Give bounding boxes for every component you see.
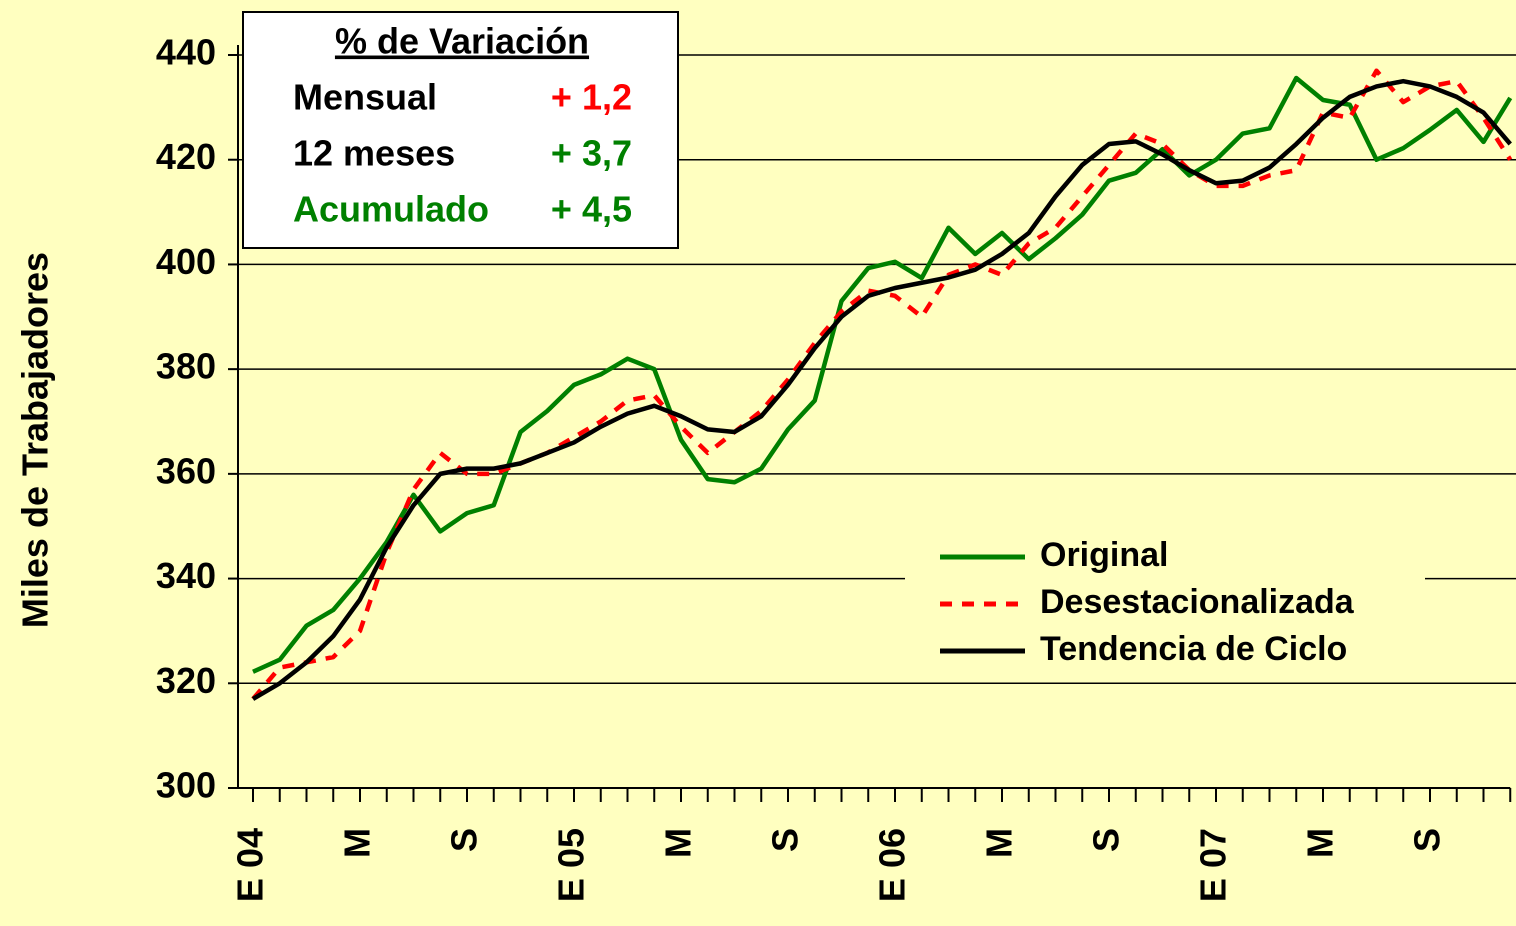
x-tick-label: M	[337, 828, 378, 858]
y-tick-label: 420	[156, 136, 216, 177]
series-line	[251, 78, 1512, 701]
variation-label: Acumulado	[293, 189, 489, 230]
series-line	[252, 75, 1513, 674]
y-tick-label: 340	[156, 555, 216, 596]
variation-title: % de Variación	[335, 21, 589, 62]
x-tick-label: M	[658, 828, 699, 858]
legend-label: Tendencia de Ciclo	[1040, 630, 1347, 668]
x-tick-label: M	[979, 828, 1020, 858]
x-tick-label: M	[1300, 828, 1341, 858]
variation-label: 12 meses	[293, 133, 455, 174]
variation-label: Mensual	[293, 77, 437, 118]
x-tick-label: S	[765, 828, 806, 852]
variation-value: + 4,5	[551, 189, 632, 230]
y-axis-label: Miles de Trabajadores	[15, 252, 56, 628]
y-tick-label: 300	[156, 765, 216, 806]
y-tick-label: 320	[156, 660, 216, 701]
x-tick-label: E 04	[230, 828, 271, 902]
variation-box	[242, 11, 679, 249]
y-tick-label: 360	[156, 450, 216, 491]
y-tick-label: 440	[156, 32, 216, 73]
x-tick-label: S	[1407, 828, 1448, 852]
x-tick-label: E 05	[551, 828, 592, 902]
variation-value: + 1,2	[551, 77, 632, 118]
y-tick-label: 400	[156, 241, 216, 282]
legend-label: Original	[1040, 536, 1168, 574]
x-tick-label: S	[1086, 828, 1127, 852]
x-tick-label: E 07	[1193, 828, 1234, 902]
legend-box	[905, 530, 1425, 660]
y-tick-label: 380	[156, 346, 216, 387]
legend-label: Desestacionalizada	[1040, 583, 1355, 621]
x-tick-label: E 06	[872, 828, 913, 902]
x-tick-label: S	[444, 828, 485, 852]
variation-value: + 3,7	[551, 133, 632, 174]
